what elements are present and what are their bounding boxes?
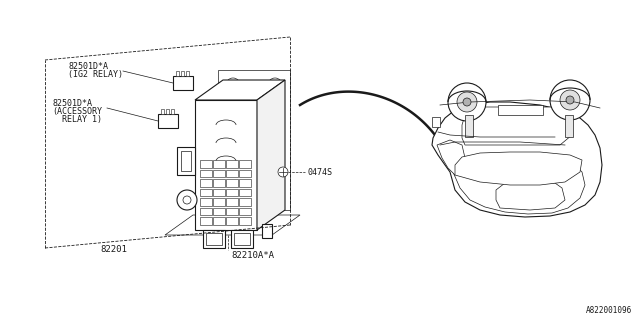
Bar <box>166 109 169 114</box>
Bar <box>213 179 225 187</box>
Bar <box>465 115 473 137</box>
Text: 82501D*A: 82501D*A <box>68 62 108 71</box>
Circle shape <box>183 196 191 204</box>
Bar <box>262 224 272 238</box>
Polygon shape <box>455 152 582 185</box>
Circle shape <box>177 190 197 210</box>
Circle shape <box>560 90 580 110</box>
Bar <box>239 179 250 187</box>
Text: A822001096: A822001096 <box>586 306 632 315</box>
Polygon shape <box>432 102 602 217</box>
Bar <box>213 198 225 206</box>
Text: (ACCESSORY: (ACCESSORY <box>52 107 102 116</box>
Bar <box>181 151 191 171</box>
Text: RELAY 1): RELAY 1) <box>62 115 102 124</box>
Bar <box>239 208 250 215</box>
Polygon shape <box>496 182 565 210</box>
Bar <box>231 230 253 248</box>
Bar <box>186 71 189 76</box>
Bar <box>181 71 184 76</box>
Bar <box>213 170 225 177</box>
Circle shape <box>278 167 288 177</box>
Bar <box>200 217 211 225</box>
Bar <box>206 233 222 245</box>
Bar <box>203 230 225 248</box>
Bar <box>200 198 211 206</box>
Bar <box>239 160 250 168</box>
Bar <box>226 208 237 215</box>
Bar <box>200 179 211 187</box>
Bar <box>171 109 174 114</box>
Bar <box>200 189 211 196</box>
Bar <box>226 189 237 196</box>
Circle shape <box>268 78 282 92</box>
Bar <box>213 208 225 215</box>
Text: 82501D*A: 82501D*A <box>52 99 92 108</box>
Polygon shape <box>257 80 285 230</box>
Bar <box>177 147 195 175</box>
Bar <box>226 217 237 225</box>
Bar <box>158 114 178 128</box>
Text: 82210A*A: 82210A*A <box>231 251 274 260</box>
Bar <box>226 160 237 168</box>
Bar <box>239 189 250 196</box>
Bar <box>239 198 250 206</box>
Bar <box>239 217 250 225</box>
Bar <box>226 170 237 177</box>
Bar <box>200 208 211 215</box>
Bar <box>213 217 225 225</box>
Circle shape <box>566 96 574 104</box>
Text: (IG2 RELAY): (IG2 RELAY) <box>68 70 123 79</box>
Bar <box>239 170 250 177</box>
Bar <box>200 170 211 177</box>
Bar <box>200 160 211 168</box>
Bar <box>234 233 250 245</box>
Bar <box>213 160 225 168</box>
Circle shape <box>448 83 486 121</box>
Circle shape <box>463 98 471 106</box>
Bar <box>432 117 440 127</box>
Bar <box>176 71 179 76</box>
Polygon shape <box>195 80 285 100</box>
Polygon shape <box>218 70 290 210</box>
Polygon shape <box>165 215 300 235</box>
Polygon shape <box>437 140 465 175</box>
Bar <box>498 105 543 115</box>
Polygon shape <box>462 107 572 145</box>
Bar <box>173 76 193 90</box>
Bar <box>226 198 237 206</box>
Bar <box>226 179 237 187</box>
Circle shape <box>550 80 590 120</box>
Bar <box>161 109 164 114</box>
Circle shape <box>457 92 477 112</box>
Bar <box>565 115 573 137</box>
Text: 0474S: 0474S <box>307 168 332 177</box>
Text: 82201: 82201 <box>100 245 127 254</box>
Polygon shape <box>453 160 585 214</box>
Polygon shape <box>195 100 257 230</box>
Bar <box>213 189 225 196</box>
Circle shape <box>226 78 240 92</box>
